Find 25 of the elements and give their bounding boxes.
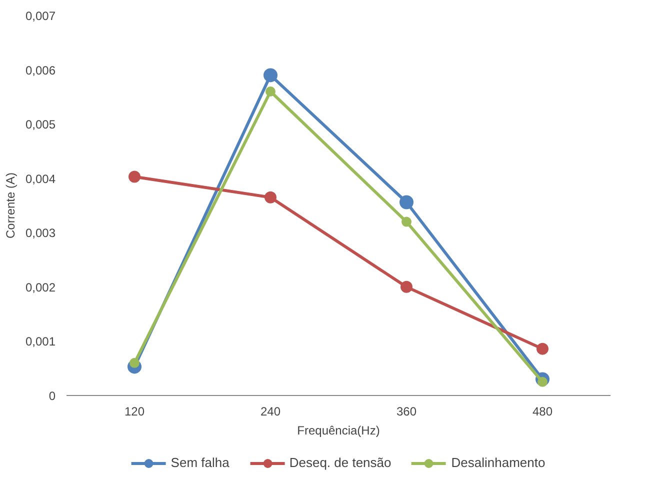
y-tick-label: 0: [48, 389, 56, 403]
point: [402, 216, 412, 227]
y-tick-label: 0,001: [25, 334, 56, 349]
point: [264, 191, 276, 204]
legend-label: Desalinhamento: [451, 455, 546, 470]
x-axis-title: Frequência(Hz): [297, 424, 380, 438]
legend-label: Sem falha: [170, 455, 230, 470]
point: [400, 195, 414, 210]
y-tick-label: 0,007: [25, 9, 56, 23]
y-tick-label: 0,002: [25, 280, 56, 294]
x-tick-label: 360: [396, 404, 417, 418]
x-tick-label: 120: [124, 404, 145, 418]
point: [266, 86, 276, 96]
x-tick-label: 480: [532, 404, 553, 418]
y-tick-label: 0,005: [25, 118, 56, 132]
legend-label: Deseq. de tensão: [289, 455, 392, 470]
point: [264, 68, 278, 82]
y-axis-title: Corrente (A): [3, 172, 18, 239]
point: [536, 342, 548, 355]
x-tick-label: 240: [260, 404, 281, 418]
point: [128, 170, 140, 183]
y-tick-label: 0,003: [25, 226, 56, 240]
point: [400, 280, 412, 293]
y-tick-label: 0,006: [25, 63, 56, 78]
y-tick-label: 0,004: [25, 172, 56, 186]
